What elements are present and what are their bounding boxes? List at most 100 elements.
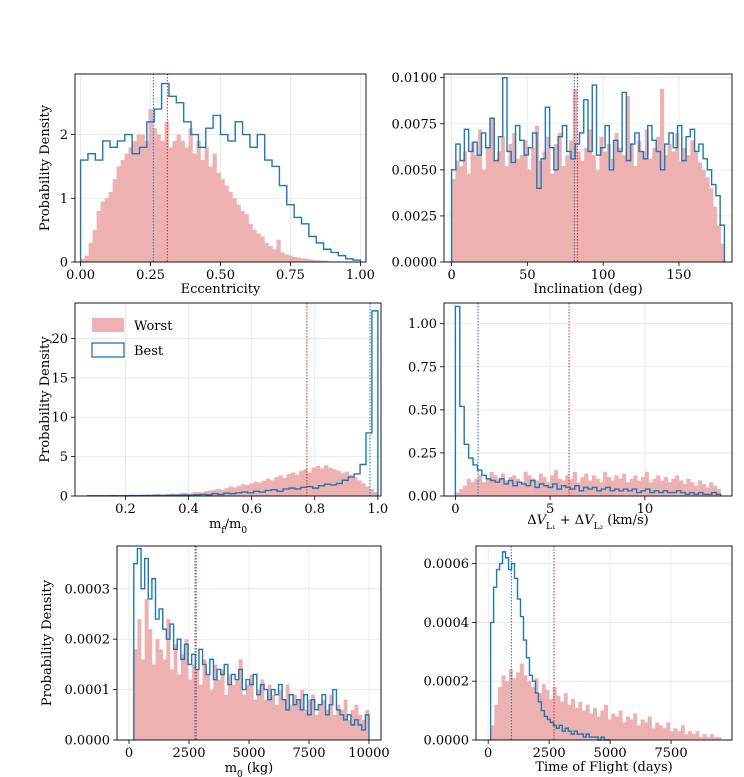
worst-bar: [209, 689, 214, 740]
worst-bar: [553, 144, 558, 262]
worst-bar: [588, 480, 593, 496]
worst-bar: [701, 169, 706, 262]
y-axis-label: Probability Density: [38, 104, 53, 231]
worst-bar: [584, 473, 589, 496]
worst-bar: [641, 151, 646, 262]
worst-bar: [531, 478, 536, 496]
worst-bar: [312, 260, 317, 262]
worst-bar: [652, 147, 657, 262]
worst-bar: [328, 467, 333, 496]
worst-bar: [680, 725, 685, 740]
y-tick-label: 20: [51, 332, 68, 347]
y-tick-label: 0.0025: [392, 209, 438, 224]
worst-bar: [252, 230, 257, 262]
worst-bar: [151, 664, 156, 740]
worst-bar: [148, 109, 153, 263]
worst-bar: [582, 710, 587, 740]
worst-bar: [501, 675, 506, 740]
worst-bar: [497, 478, 502, 496]
worst-bar: [584, 147, 589, 262]
axes-frame: [443, 73, 733, 263]
worst-bar: [212, 489, 217, 496]
worst-bar: [180, 140, 185, 262]
worst-bar: [666, 722, 671, 740]
worst-bar: [265, 478, 271, 496]
worst-bar: [648, 158, 653, 262]
worst-bar: [497, 151, 502, 262]
worst-bar: [481, 169, 486, 262]
worst-bar: [636, 725, 641, 740]
worst-bar: [245, 684, 250, 740]
worst-bar: [176, 134, 181, 262]
worst-bar: [671, 151, 676, 262]
worst-bar: [574, 707, 579, 740]
worst-bar: [303, 709, 308, 740]
y-tick-label: 2: [60, 128, 68, 143]
worst-bar: [144, 140, 149, 262]
worst-bar: [697, 480, 702, 496]
worst-bar: [569, 478, 574, 496]
panel-mass_ratio: 0.2 0.4 0.6 0.8 1.0 0 5 10 15 20 mf/m0 Probability …: [38, 302, 388, 536]
worst-bar: [224, 488, 229, 496]
best-step-line: [133, 547, 370, 740]
worst-bar: [206, 674, 211, 740]
panel-eccentricity: 0.00 0.25 0.50 0.75 1.00 0 1 2 Eccentricity Proba…: [38, 73, 375, 297]
worst-bar: [600, 710, 605, 740]
worst-bar: [591, 155, 596, 262]
worst-bar: [296, 699, 301, 740]
x-tick-label: 5: [546, 502, 554, 517]
worst-bar: [569, 140, 574, 262]
worst-bar: [690, 140, 695, 262]
panel-inclination: 0 50 100 150 0.0000 0.0025 0.0050 0.0075 0.0100 I…: [392, 71, 733, 297]
worst-bar: [553, 470, 558, 496]
worst-bar: [311, 467, 316, 496]
worst-bar: [658, 725, 663, 740]
worst-bar: [720, 243, 725, 262]
y-axis-label: Probability Density: [40, 579, 55, 706]
legend-swatch-worst: [92, 318, 124, 332]
worst-bar: [236, 485, 242, 496]
panel-initial_mass: 0 2500 5000 7500 10000 0.0000 0.0001 0.0002 0.00…: [40, 545, 390, 777]
worst-bar: [361, 483, 366, 496]
worst-bar: [365, 709, 370, 740]
worst-bar: [500, 136, 505, 262]
worst-bar: [534, 480, 540, 496]
worst-bar: [717, 737, 722, 740]
x-tick-label: 7500: [655, 746, 688, 761]
best-step-line: [450, 76, 726, 262]
worst-bar: [228, 486, 234, 496]
worst-bar: [550, 173, 555, 262]
worst-bar: [195, 669, 200, 740]
worst-bar: [637, 480, 642, 496]
x-tick-label: 10: [637, 502, 654, 517]
worst-bar: [274, 477, 279, 496]
worst-bar: [100, 201, 105, 262]
worst-bar: [224, 694, 229, 740]
worst-bar: [531, 147, 536, 262]
worst-bar: [241, 484, 246, 496]
worst-bar: [220, 179, 225, 262]
worst-bar: [227, 674, 232, 740]
worst-bar: [323, 465, 329, 496]
y-tick-label: 0.0002: [424, 675, 470, 690]
worst-bar: [607, 719, 612, 740]
worst-bar: [168, 147, 173, 262]
worst-bar: [296, 257, 301, 262]
worst-bar: [588, 129, 593, 262]
x-axis-label: Inclination (deg): [533, 282, 642, 297]
worst-bar: [606, 477, 612, 496]
worst-bar: [470, 142, 475, 262]
worst-bar: [294, 474, 300, 496]
worst-bar: [284, 254, 289, 262]
worst-bar: [340, 473, 345, 496]
worst-bar: [633, 713, 638, 740]
worst-bar: [561, 166, 566, 262]
worst-bar: [124, 153, 129, 262]
worst-bar: [459, 489, 464, 496]
worst-bar: [213, 664, 218, 740]
worst-bar: [292, 256, 297, 262]
worst-bar: [713, 737, 718, 740]
worst-bar: [104, 198, 109, 262]
worst-bar: [204, 147, 209, 262]
